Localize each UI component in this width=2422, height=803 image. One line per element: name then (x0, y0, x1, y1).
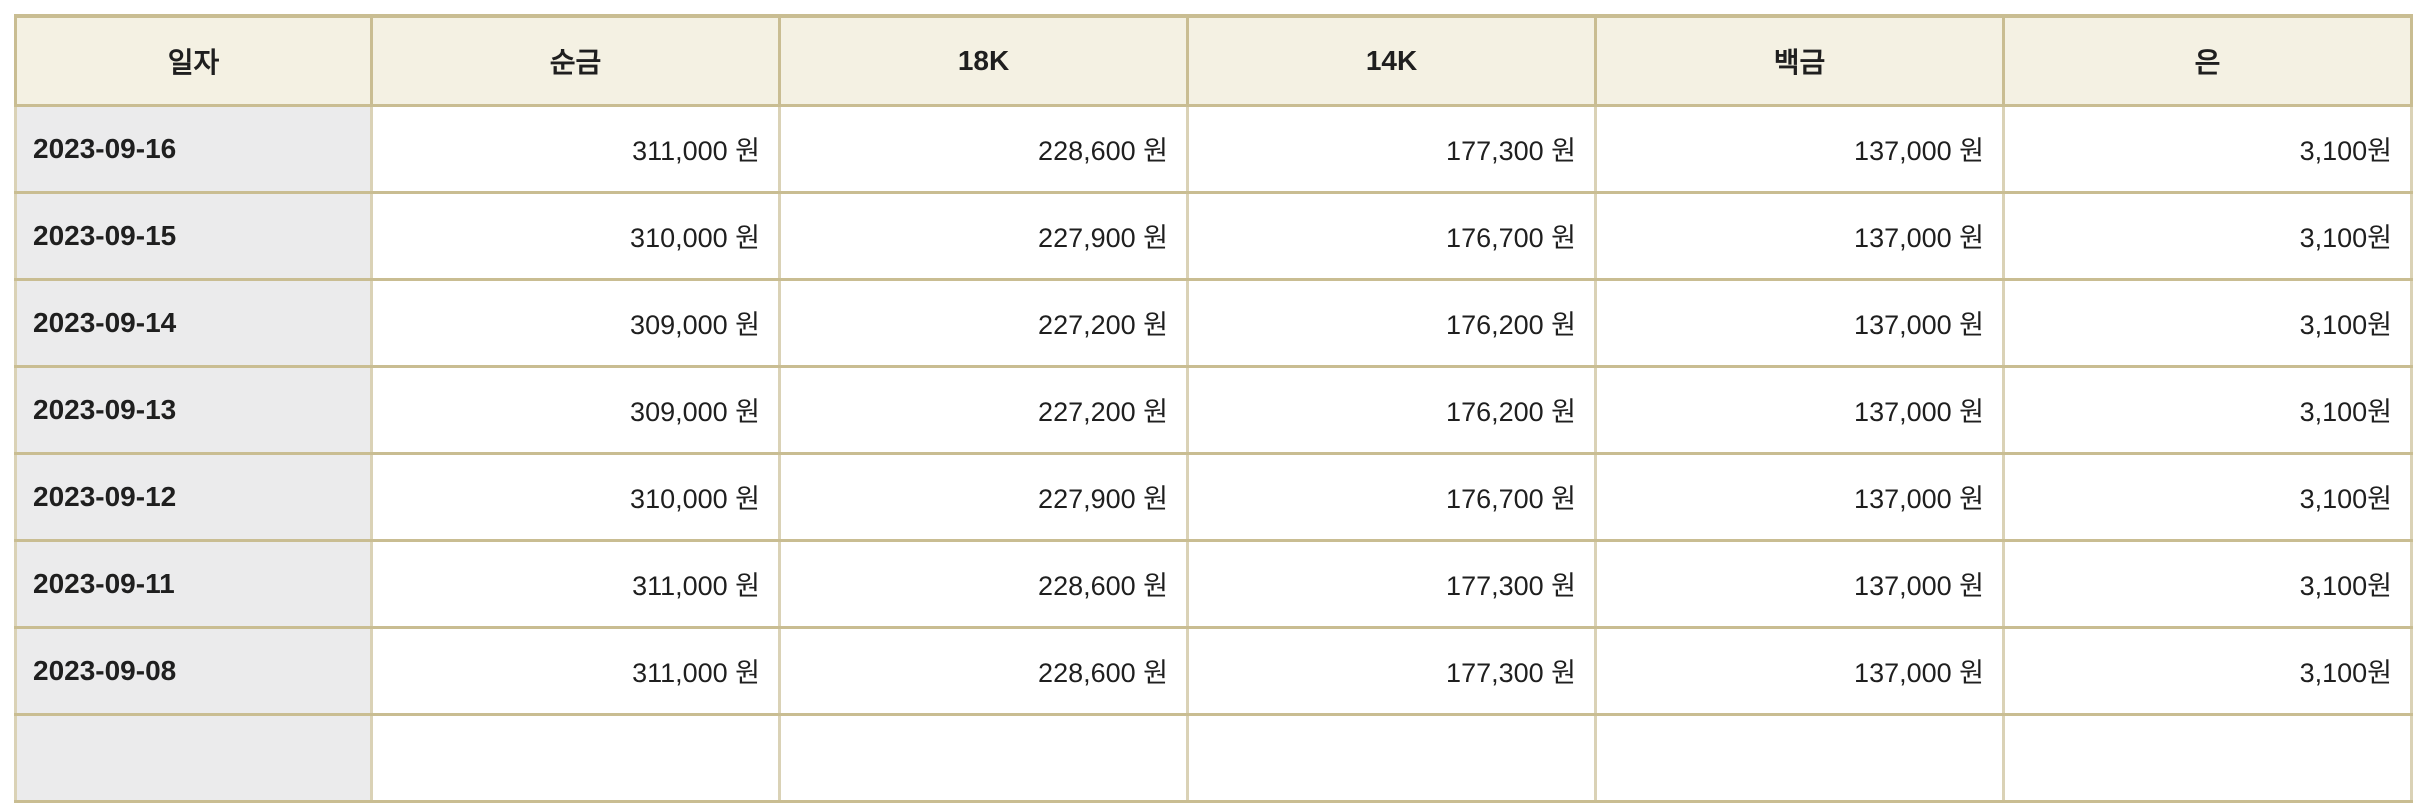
k14-price-cell: 176,200 원 (1186, 277, 1597, 368)
pure_gold-price-cell: 309,000 원 (370, 364, 781, 455)
pure_gold-price-cell: 310,000 원 (370, 451, 781, 542)
k18-price-cell: 228,600 원 (778, 625, 1189, 716)
table-body: 2023-09-16 311,000 원 228,600 원 177,300 원 137… (14, 103, 2413, 803)
price-cell (1186, 712, 1597, 803)
k14-price-cell: 177,300 원 (1186, 625, 1597, 716)
k14-price-cell: 177,300 원 (1186, 103, 1597, 194)
price-cell (370, 712, 781, 803)
k14-price-cell: 176,200 원 (1186, 364, 1597, 455)
platinum-price-cell: 137,000 원 (1594, 190, 2005, 281)
pure_gold-price-cell: 309,000 원 (370, 277, 781, 368)
table-row: 2023-09-15 310,000 원 227,900 원 176,700 원 137… (14, 190, 2413, 281)
platinum-price-cell: 137,000 원 (1594, 277, 2005, 368)
k18-price-cell: 227,200 원 (778, 277, 1189, 368)
column-header-platinum: 백금 (1594, 14, 2005, 107)
k18-price-cell: 228,600 원 (778, 103, 1189, 194)
table-row: 2023-09-14 309,000 원 227,200 원 176,200 원 137… (14, 277, 2413, 368)
k18-price-cell: 228,600 원 (778, 538, 1189, 629)
date-cell: 2023-09-15 (14, 190, 373, 281)
date-cell: 2023-09-08 (14, 625, 373, 716)
silver-price-cell: 3,100원 (2002, 103, 2413, 194)
date-cell (14, 712, 373, 803)
date-cell: 2023-09-12 (14, 451, 373, 542)
metal-price-table: 일자 순금 18K 14K 백금 은 2023-09-16 311,000 원 22… (14, 14, 2413, 803)
pure_gold-price-cell: 311,000 원 (370, 625, 781, 716)
silver-price-cell: 3,100원 (2002, 538, 2413, 629)
column-header-14k: 14K (1186, 14, 1597, 107)
pure_gold-price-cell: 310,000 원 (370, 190, 781, 281)
date-cell: 2023-09-11 (14, 538, 373, 629)
table-row: 2023-09-12 310,000 원 227,900 원 176,700 원 137… (14, 451, 2413, 542)
column-header-18k: 18K (778, 14, 1189, 107)
k14-price-cell: 176,700 원 (1186, 190, 1597, 281)
platinum-price-cell: 137,000 원 (1594, 364, 2005, 455)
table-row-partial (14, 712, 2413, 803)
platinum-price-cell: 137,000 원 (1594, 625, 2005, 716)
k14-price-cell: 176,700 원 (1186, 451, 1597, 542)
header-row: 일자 순금 18K 14K 백금 은 (14, 14, 2413, 107)
k18-price-cell: 227,900 원 (778, 451, 1189, 542)
k14-price-cell: 177,300 원 (1186, 538, 1597, 629)
column-header-silver: 은 (2002, 14, 2413, 107)
platinum-price-cell: 137,000 원 (1594, 451, 2005, 542)
date-cell: 2023-09-14 (14, 277, 373, 368)
silver-price-cell: 3,100원 (2002, 451, 2413, 542)
table-header: 일자 순금 18K 14K 백금 은 (14, 14, 2413, 107)
price-cell (2002, 712, 2413, 803)
column-header-date: 일자 (14, 14, 373, 107)
platinum-price-cell: 137,000 원 (1594, 103, 2005, 194)
price-cell (778, 712, 1189, 803)
price-cell (1594, 712, 2005, 803)
column-header-pure-gold: 순금 (370, 14, 781, 107)
table-row: 2023-09-08 311,000 원 228,600 원 177,300 원 137… (14, 625, 2413, 716)
k18-price-cell: 227,900 원 (778, 190, 1189, 281)
pure_gold-price-cell: 311,000 원 (370, 103, 781, 194)
table-row: 2023-09-16 311,000 원 228,600 원 177,300 원 137… (14, 103, 2413, 194)
k18-price-cell: 227,200 원 (778, 364, 1189, 455)
silver-price-cell: 3,100원 (2002, 277, 2413, 368)
silver-price-cell: 3,100원 (2002, 625, 2413, 716)
table-row: 2023-09-13 309,000 원 227,200 원 176,200 원 137… (14, 364, 2413, 455)
silver-price-cell: 3,100원 (2002, 364, 2413, 455)
platinum-price-cell: 137,000 원 (1594, 538, 2005, 629)
table-row: 2023-09-11 311,000 원 228,600 원 177,300 원 137… (14, 538, 2413, 629)
date-cell: 2023-09-16 (14, 103, 373, 194)
silver-price-cell: 3,100원 (2002, 190, 2413, 281)
date-cell: 2023-09-13 (14, 364, 373, 455)
pure_gold-price-cell: 311,000 원 (370, 538, 781, 629)
